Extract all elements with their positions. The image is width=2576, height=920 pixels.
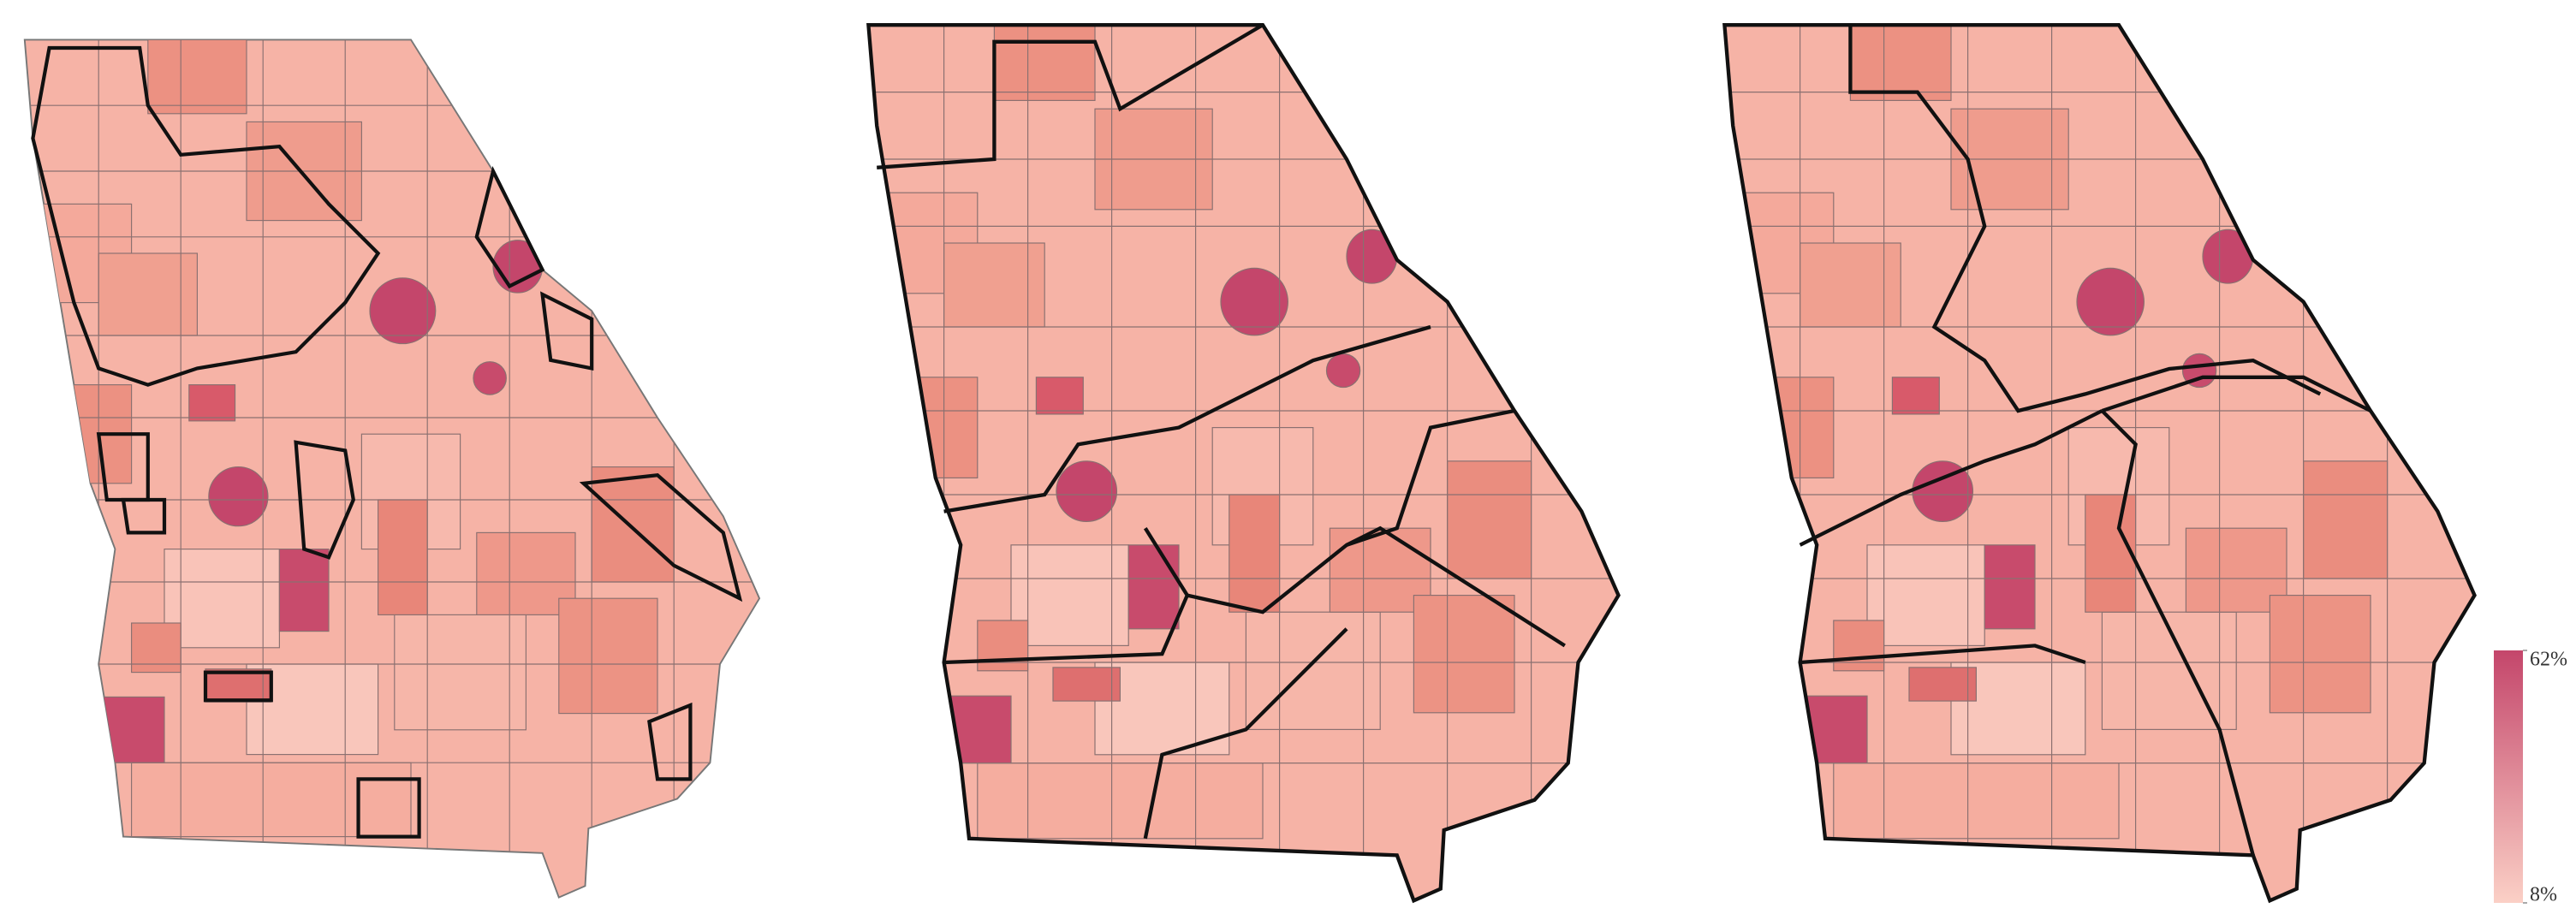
- map-left: [0, 7, 789, 920]
- colorbar-bar: [2494, 650, 2523, 903]
- map-middle: [843, 0, 1649, 920]
- colorbar: 62% 8%: [2494, 649, 2567, 906]
- colorbar-label: 62%: [2530, 649, 2567, 671]
- map-right: [1699, 0, 2505, 920]
- colorbar-label: 8%: [2530, 884, 2557, 906]
